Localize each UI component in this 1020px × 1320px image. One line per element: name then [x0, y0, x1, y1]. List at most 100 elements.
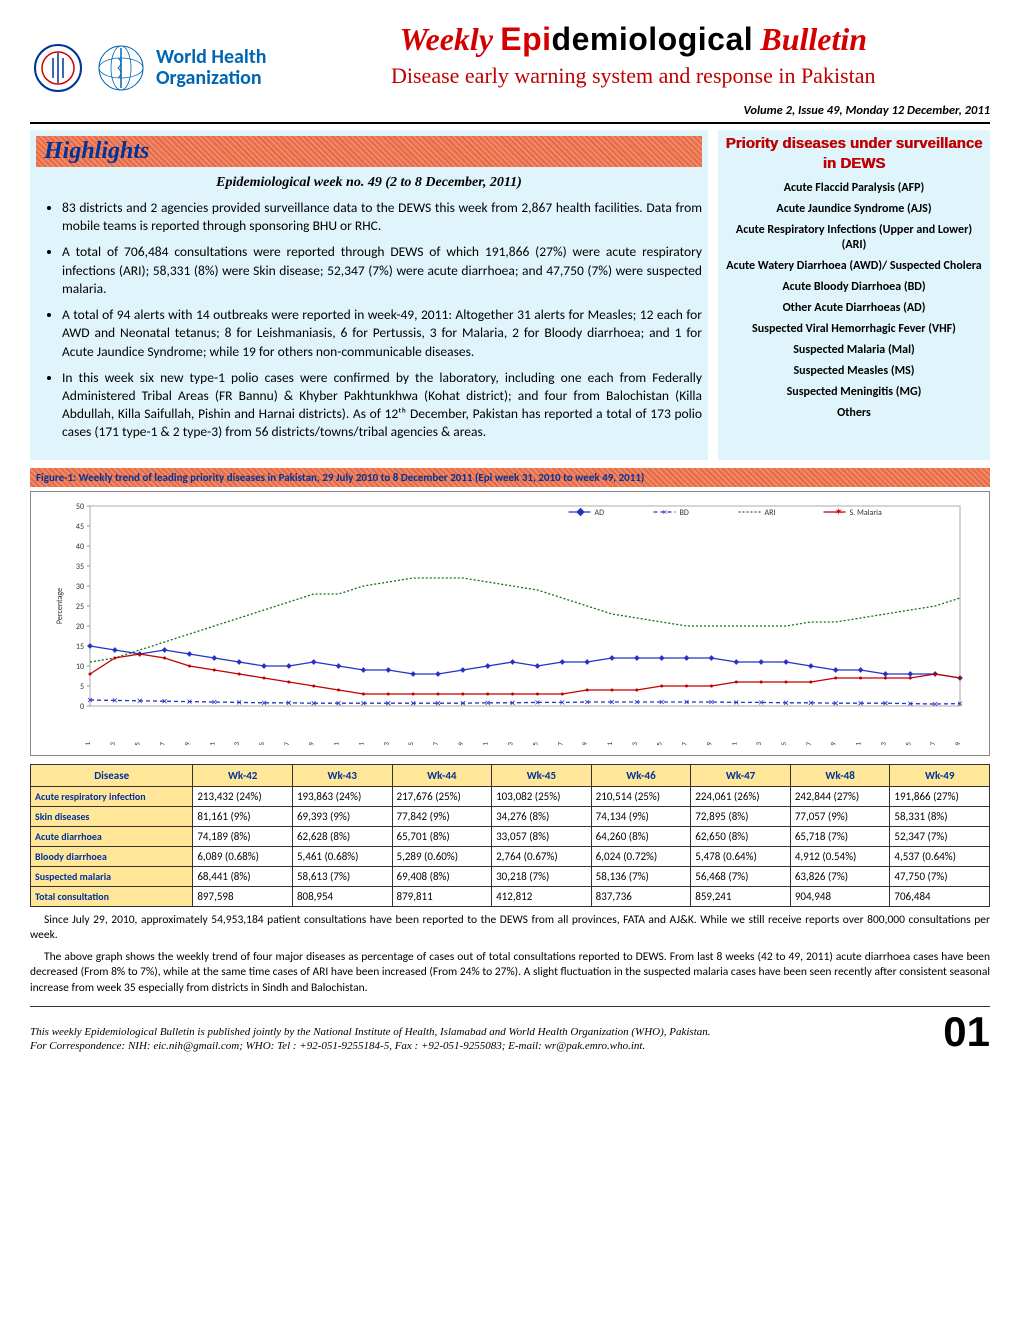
svg-text:wk-5: wk-5: [406, 741, 415, 745]
svg-text:10: 10: [76, 662, 84, 672]
svg-text:45: 45: [76, 522, 84, 532]
svg-text:wk-33: wk-33: [754, 741, 763, 745]
epi-week-line: Epidemiological week no. 49 (2 to 8 Dece…: [36, 175, 702, 191]
table-body: Acute respiratory infection213,432 (24%)…: [31, 786, 990, 906]
disease-item: Suspected Measles (MS): [724, 364, 984, 379]
cell: 879,811: [392, 886, 492, 906]
table-row: Acute diarrhoea74,189 (8%)62,628 (8%)65,…: [31, 826, 990, 846]
cell: 77,057 (9%): [790, 806, 890, 826]
highlights-bar: Highlights: [36, 136, 702, 167]
cell: 4,537 (0.64%): [890, 846, 990, 866]
svg-text:wk-41: wk-41: [854, 741, 863, 745]
highlight-item: A total of 94 alerts with 14 outbreaks w…: [62, 306, 702, 361]
highlights-list: 83 districts and 2 agencies provided sur…: [36, 199, 702, 442]
svg-text:5: 5: [80, 682, 84, 692]
cell: 4,912 (0.54%): [790, 846, 890, 866]
cell: 33,057 (8%): [492, 826, 592, 846]
svg-text:0: 0: [80, 702, 84, 712]
trend-chart: 05101520253035404550Percentagewk-31wk-33…: [30, 491, 990, 756]
table-col-header: Wk-46: [591, 764, 691, 786]
disease-item: Suspected Meningitis (MG): [724, 385, 984, 400]
cell: 58,331 (8%): [890, 806, 990, 826]
body-para-2: The above graph shows the weekly trend o…: [30, 950, 990, 997]
svg-text:15: 15: [76, 642, 84, 652]
cell: 64,260 (8%): [591, 826, 691, 846]
svg-text:BD: BD: [680, 508, 689, 518]
disease-item: Other Acute Diarrhoeas (AD): [724, 301, 984, 316]
header: World Health Organization Weekly Epidemi…: [30, 20, 990, 95]
priority-title: Priority diseases under surveillance in …: [724, 134, 984, 173]
svg-text:wk-29: wk-29: [704, 741, 713, 745]
svg-text:wk-19: wk-19: [580, 741, 589, 745]
cell: 904,948: [790, 886, 890, 906]
svg-text:wk-39: wk-39: [182, 741, 191, 745]
cell: 210,514 (25%): [591, 786, 691, 806]
title-bulletin: Bulletin: [760, 21, 867, 57]
svg-text:wk-17: wk-17: [555, 741, 564, 745]
svg-text:wk-31: wk-31: [83, 741, 92, 745]
svg-text:50: 50: [76, 502, 84, 512]
cell: 5,461 (0.68%): [292, 846, 392, 866]
main-two-column: Highlights Epidemiological week no. 49 (…: [30, 130, 990, 460]
disease-item: Acute Respiratory Infections (Upper and …: [724, 223, 984, 253]
cell: 837,736: [591, 886, 691, 906]
disease-list: Acute Flaccid Paralysis (AFP) Acute Jaun…: [724, 181, 984, 421]
table-col-header: Wk-42: [193, 764, 293, 786]
svg-text:40: 40: [76, 542, 84, 552]
highlight-item: A total of 706,484 consultations were re…: [62, 243, 702, 298]
svg-text:wk-21: wk-21: [605, 741, 614, 745]
table-row: Acute respiratory infection213,432 (24%)…: [31, 786, 990, 806]
cell: 859,241: [691, 886, 791, 906]
who-line2: Organization: [156, 66, 262, 90]
who-logo: [93, 40, 148, 95]
title-epi: Epi: [500, 21, 551, 57]
svg-text:25: 25: [76, 602, 84, 612]
cell: 706,484: [890, 886, 990, 906]
logo-block: World Health Organization: [30, 20, 267, 95]
cell: 6,024 (0.72%): [591, 846, 691, 866]
cell: 74,189 (8%): [193, 826, 293, 846]
table-col-header: Wk-47: [691, 764, 791, 786]
cell: 217,676 (25%): [392, 786, 492, 806]
cell: 412,812: [492, 886, 592, 906]
highlights-label: Highlights: [44, 138, 149, 164]
cell: 65,701 (8%): [392, 826, 492, 846]
cell: 34,276 (8%): [492, 806, 592, 826]
svg-text:wk-13: wk-13: [506, 741, 515, 745]
footer-line1: This weekly Epidemiological Bulletin is …: [30, 1026, 711, 1038]
svg-text:wk-43: wk-43: [878, 741, 887, 745]
cell: 897,598: [193, 886, 293, 906]
cell: 5,289 (0.60%): [392, 846, 492, 866]
footer: This weekly Epidemiological Bulletin is …: [30, 1011, 990, 1053]
cell: 65,718 (7%): [790, 826, 890, 846]
row-label: Acute respiratory infection: [31, 786, 193, 806]
table-header-row: DiseaseWk-42Wk-43Wk-44Wk-45Wk-46Wk-47Wk-…: [31, 764, 990, 786]
cell: 224,061 (26%): [691, 786, 791, 806]
svg-text:20: 20: [76, 622, 84, 632]
svg-text:wk-7: wk-7: [431, 741, 440, 745]
highlight-item: In this week six new type-1 polio cases …: [62, 369, 702, 442]
row-label: Acute diarrhoea: [31, 826, 193, 846]
divider: [30, 122, 990, 124]
cell: 103,082 (25%): [492, 786, 592, 806]
disease-item: Suspected Malaria (Mal): [724, 343, 984, 358]
svg-text:×: ×: [663, 507, 668, 518]
svg-text:30: 30: [76, 582, 84, 592]
svg-text:✶: ✶: [835, 505, 843, 518]
svg-text:wk-45: wk-45: [257, 741, 266, 745]
disease-item: Acute Flaccid Paralysis (AFP): [724, 181, 984, 196]
cell: 63,826 (7%): [790, 866, 890, 886]
svg-text:S. Malaria: S. Malaria: [850, 508, 882, 518]
svg-text:35: 35: [76, 562, 84, 572]
svg-text:wk-49: wk-49: [307, 741, 316, 745]
data-table: DiseaseWk-42Wk-43Wk-44Wk-45Wk-46Wk-47Wk-…: [30, 764, 990, 907]
svg-text:wk-51: wk-51: [332, 741, 341, 745]
cell: 213,432 (24%): [193, 786, 293, 806]
svg-text:wk-25: wk-25: [655, 741, 664, 745]
svg-text:wk-35: wk-35: [779, 741, 788, 745]
title-demio: demiological: [552, 21, 754, 57]
cell: 6,089 (0.68%): [193, 846, 293, 866]
footer-divider: [30, 1006, 990, 1007]
highlights-column: Highlights Epidemiological week no. 49 (…: [30, 130, 708, 460]
svg-text:wk-23: wk-23: [630, 741, 639, 745]
